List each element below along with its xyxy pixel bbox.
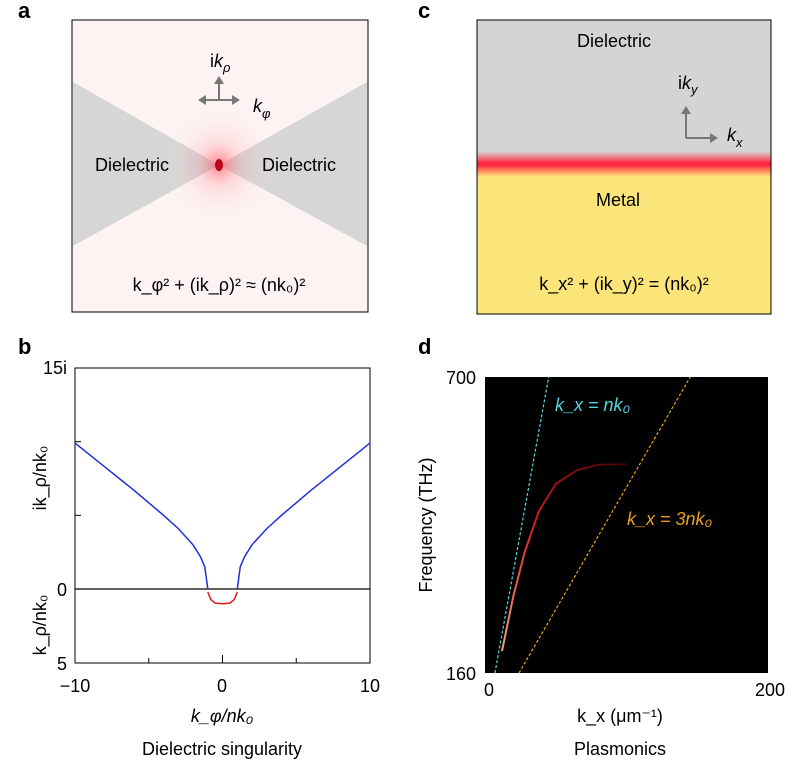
dielectric-region (477, 20, 771, 167)
panel-c-top-label: Dielectric (577, 31, 651, 51)
panel-c-bottom-label: Metal (596, 190, 640, 210)
panel-a-right-label: Dielectric (262, 155, 336, 175)
panel-b-y-bottom-tick: 5 (57, 654, 67, 674)
panel-c-axis-up-label: iky (678, 73, 699, 97)
panel-b-x-tick-right: 10 (360, 676, 380, 696)
panel-a-left-label: Dielectric (95, 155, 169, 175)
panel-d-line1-label: k_x = nk₀ (555, 395, 631, 415)
panel-a-equation: k_φ² + (ik_ρ)² ≈ (nk₀)² (133, 275, 306, 296)
panel-b-imag-curve-left (74, 442, 209, 590)
panel-b-ylabel-upper: ik_ρ/nk₀ (30, 446, 51, 511)
panel-d-x-left-tick: 0 (484, 680, 494, 700)
panel-d-y-top-tick: 700 (446, 368, 476, 388)
panel-b-xlabel: k_φ/nk₀ (191, 706, 254, 726)
panel-d-light-line (494, 376, 550, 674)
panel-c-axes-icon (681, 106, 718, 143)
panel-d-series (494, 376, 691, 674)
panel-d-ylabel: Frequency (THz) (416, 457, 436, 592)
surface-plasmon-band (477, 151, 771, 177)
panel-d-background (485, 377, 768, 673)
panel-b-series (74, 442, 371, 605)
panel-b-x-tick-left: −10 (60, 676, 91, 696)
panel-a-letter: a (18, 0, 31, 23)
panel-b-ylabel-lower: k_ρ/nk₀ (30, 595, 51, 656)
left-dielectric-wedge (73, 82, 219, 246)
panel-a-axis-up-label: ikρ (210, 51, 231, 75)
panel-b-letter: b (18, 334, 31, 359)
panel-b-frame (74, 367, 371, 664)
right-dielectric-wedge (219, 82, 367, 246)
panel-b-caption: Dielectric singularity (142, 739, 302, 759)
panel-b-y-zero-tick: 0 (57, 580, 67, 600)
panel-d-3n-light-line (518, 376, 691, 674)
panel-d-y-bottom-tick: 160 (446, 664, 476, 684)
panel-c-equation: k_x² + (ik_y)² = (nk₀)² (539, 274, 709, 295)
panel-b-x-tick-mid: 0 (217, 676, 227, 696)
panel-b-chart: 15i 0 5 −10 0 10 ik_ρ/nk₀ k_ρ/nk₀ k_φ/nk… (30, 358, 380, 759)
panel-b-y-top-tick: 15i (43, 358, 67, 378)
singularity-point (215, 159, 223, 171)
panel-c-letter: c (418, 0, 430, 23)
panel-b-imag-curve-right (236, 442, 371, 590)
panel-d-line2-label: k_x = 3nk₀ (627, 509, 713, 529)
panel-d-x-right-tick: 200 (755, 680, 785, 700)
panel-d-caption: Plasmonics (574, 739, 666, 759)
panel-c-diagram: Dielectric iky kx Metal k_x² + (ik_y)² =… (476, 19, 772, 315)
panel-d-xlabel: k_x (μm⁻¹) (577, 706, 663, 727)
panel-b-ticks (74, 441, 371, 663)
panel-a-axis-right-label: kφ (253, 96, 271, 121)
panel-c-axis-right-label: kx (727, 125, 743, 150)
panel-b-real-curve (207, 591, 238, 605)
metal-region (477, 167, 771, 314)
panel-a-diagram: ikρ kφ Dielectric Dielectric k_φ² + (ik_… (71, 19, 369, 313)
panel-d-plasmon-curve (501, 463, 627, 652)
panel-d-chart: 700 160 0 200 Frequency (THz) k_x (μm⁻¹)… (416, 368, 785, 759)
panel-a-axes-icon (198, 76, 240, 105)
panel-d-letter: d (418, 334, 431, 359)
panel-c-frame (476, 19, 772, 315)
